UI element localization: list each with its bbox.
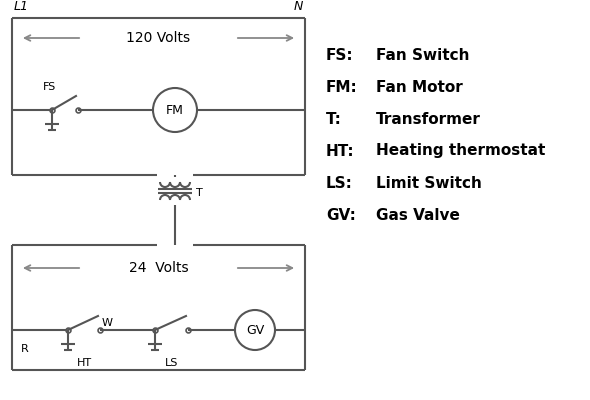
Text: L1: L1 — [14, 0, 29, 13]
Text: HT: HT — [77, 358, 91, 368]
Text: FS:: FS: — [326, 48, 353, 62]
Text: Limit Switch: Limit Switch — [376, 176, 482, 190]
Text: HT:: HT: — [326, 144, 355, 158]
Text: FM: FM — [166, 104, 184, 116]
Text: Transformer: Transformer — [376, 112, 481, 126]
Text: Heating thermostat: Heating thermostat — [376, 144, 545, 158]
Text: GV: GV — [246, 324, 264, 336]
Text: R: R — [21, 344, 29, 354]
Text: 120 Volts: 120 Volts — [126, 31, 191, 45]
Text: 24  Volts: 24 Volts — [129, 261, 188, 275]
Text: T:: T: — [326, 112, 342, 126]
Text: LS:: LS: — [326, 176, 353, 190]
Text: LS: LS — [165, 358, 178, 368]
Text: FM:: FM: — [326, 80, 358, 94]
Text: T: T — [196, 188, 203, 198]
Text: Fan Switch: Fan Switch — [376, 48, 470, 62]
Text: W: W — [102, 318, 113, 328]
Text: Fan Motor: Fan Motor — [376, 80, 463, 94]
Text: GV:: GV: — [326, 208, 356, 222]
Text: Gas Valve: Gas Valve — [376, 208, 460, 222]
Text: FS: FS — [44, 82, 57, 92]
Text: N: N — [294, 0, 303, 13]
